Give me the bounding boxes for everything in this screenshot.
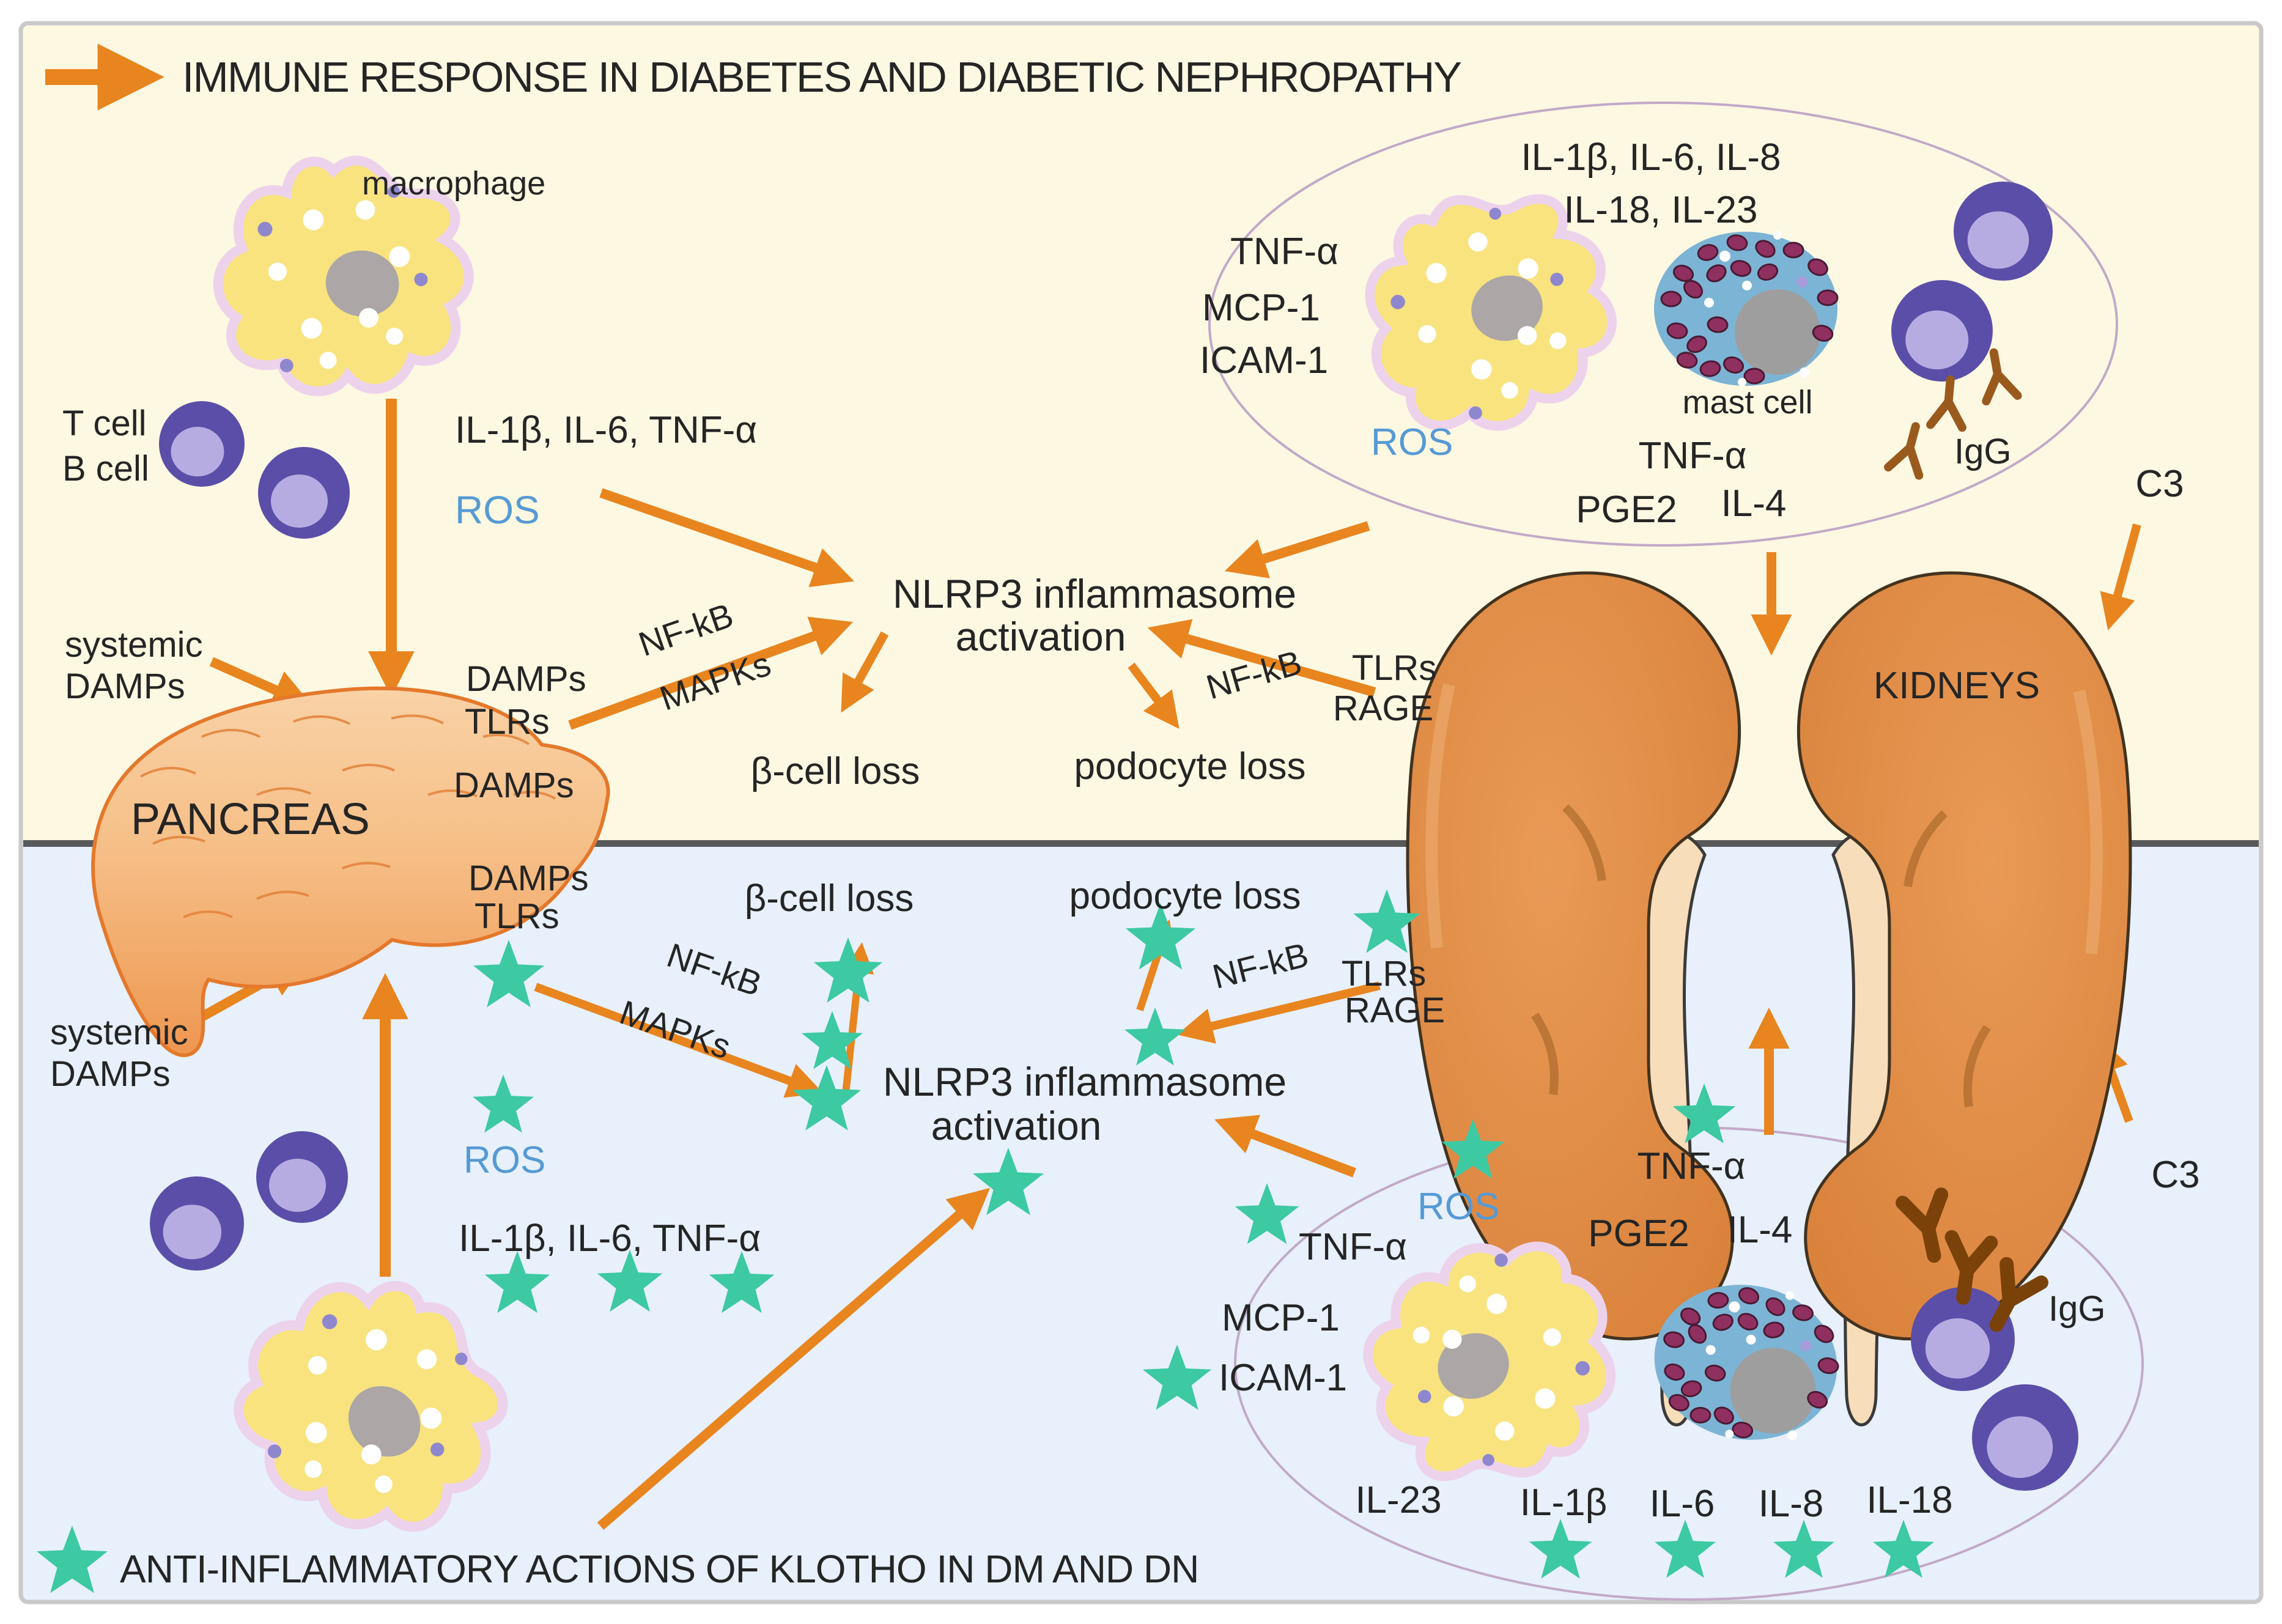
- damps-label: DAMPs: [466, 659, 586, 699]
- tlrs-label: TLRs: [1352, 648, 1437, 688]
- tlrs-label: TLRs: [1342, 954, 1427, 994]
- tnf-alpha-label: TNF-α: [1230, 231, 1339, 273]
- c3-label: C3: [2135, 463, 2184, 505]
- il18-label: IL-18: [1866, 1479, 1952, 1521]
- legend-text: ANTI-INFLAMMATORY ACTIONS OF KLOTHO IN D…: [120, 1547, 1198, 1591]
- arrow-ros-to-nlrp3: [599, 488, 855, 588]
- cytokines-label: IL-1β, IL-6, TNF-α: [459, 1217, 761, 1260]
- cytokines-label: IL-1β, IL-6, TNF-α: [455, 409, 757, 451]
- lymphocyte-cell: [159, 401, 245, 487]
- arrow-nlrp3-to-podocyte-loss: [1128, 662, 1180, 729]
- arrow-tlrs-rage-to-nlrp3-bottom: [1176, 981, 1381, 1044]
- icam1-label: ICAM-1: [1200, 339, 1328, 382]
- macrophage-label: macrophage: [362, 165, 545, 202]
- damps-on-pancreas-label: DAMPs: [454, 766, 574, 805]
- ros-label: ROS: [1371, 421, 1453, 463]
- figure-title: IMMUNE RESPONSE IN DIABETES AND DIABETIC…: [182, 53, 1461, 101]
- arrow-oval-to-nlrp3: [1224, 521, 1370, 578]
- arrow-ros-to-nlrp3-bottom: [597, 1187, 991, 1530]
- podocyte-loss-label: podocyte loss: [1069, 875, 1301, 917]
- igg-label: IgG: [1954, 432, 2012, 471]
- il4-label: IL-4: [1727, 1209, 1793, 1251]
- section-divider: [23, 840, 2259, 847]
- il23-label: IL-23: [1355, 1479, 1441, 1521]
- ros-label: ROS: [1417, 1186, 1499, 1228]
- ros-label: ROS: [455, 488, 540, 532]
- podocyte-loss-label: podocyte loss: [1074, 745, 1305, 788]
- lymphocyte-cell: [1972, 1384, 2078, 1491]
- upper-cell-cluster-oval: [1208, 102, 2118, 547]
- mcp1-label: MCP-1: [1202, 287, 1320, 329]
- kidneys-label: KIDNEYS: [1874, 665, 2040, 707]
- arrow-oval-to-nlrp3-bottom: [1214, 1115, 1356, 1178]
- il8-label: IL-8: [1759, 1483, 1824, 1525]
- pancreas-shape: [91, 686, 610, 1057]
- arrow-damps-tlrs-to-nlrp3-bottom: [534, 983, 824, 1098]
- interleukins-row2-label: IL-18, IL-23: [1564, 189, 1757, 231]
- igg-label: IgG: [2048, 1289, 2106, 1329]
- b-cell-label: B cell: [62, 449, 149, 489]
- ros-label: ROS: [463, 1139, 545, 1181]
- mast-cell-label: mast cell: [1682, 384, 1812, 421]
- il1b-label: IL-1β: [1520, 1482, 1608, 1524]
- systemic-damps-label-line2: DAMPs: [50, 1054, 171, 1094]
- arrow-layer: [45, 43, 2141, 1530]
- tlrs-label: TLRs: [474, 896, 559, 936]
- mcp1-label: MCP-1: [1222, 1297, 1340, 1339]
- lymphocyte-cell: [258, 447, 350, 539]
- pge2-label: PGE2: [1576, 489, 1677, 531]
- systemic-damps-label-line1: systemic: [50, 1013, 188, 1052]
- arrow-nlrp3-to-beta-cell-loss: [841, 631, 889, 713]
- damps-label: DAMPs: [468, 858, 589, 898]
- lymphocyte-cell: [1954, 182, 2053, 281]
- tnf-alpha-label: TNF-α: [1637, 1145, 1745, 1187]
- arrow-damps-tlrs-to-nlrp3: [568, 616, 853, 730]
- systemic-damps-label-line1: systemic: [65, 625, 203, 665]
- arrow-c3-to-kidney-top: [2100, 523, 2141, 631]
- systemic-damps-label-line2: DAMPs: [65, 666, 185, 706]
- nlrp3-label-line1: NLRP3 inflammasome: [893, 571, 1296, 616]
- arrow-tlrs-rage-to-nlrp3: [1147, 619, 1376, 697]
- lymphocyte-cell: [1891, 280, 1993, 382]
- il4-label: IL-4: [1721, 482, 1787, 525]
- icam1-label: ICAM-1: [1219, 1357, 1347, 1399]
- rage-label: RAGE: [1333, 688, 1433, 728]
- c3-label: C3: [2151, 1154, 2199, 1196]
- tlrs-label: TLRs: [465, 702, 550, 742]
- pancreas-label: PANCREAS: [131, 795, 370, 844]
- nlrp3-label-line1: NLRP3 inflammasome: [883, 1059, 1287, 1104]
- nlrp3-label-line2: activation: [931, 1103, 1102, 1148]
- beta-cell-loss-label: β-cell loss: [745, 877, 914, 920]
- interleukins-row1-label: IL-1β, IL-6, IL-8: [1521, 136, 1781, 179]
- mast-cell-upper: [1653, 230, 1839, 388]
- lymphocyte-cell: [256, 1131, 348, 1223]
- rage-label: RAGE: [1345, 991, 1445, 1030]
- figure-frame: [18, 21, 2264, 1604]
- t-cell-label: T cell: [62, 404, 147, 443]
- lymphocyte-cell: [150, 1176, 244, 1271]
- pge2-label: PGE2: [1588, 1212, 1689, 1255]
- arrow-systemic-damps-to-pancreas: [209, 657, 314, 709]
- il6-label: IL-6: [1650, 1483, 1715, 1525]
- beta-cell-loss-label: β-cell loss: [751, 750, 920, 792]
- nlrp3-label-line2: activation: [956, 614, 1126, 659]
- kidney-right: [1796, 571, 2132, 1341]
- tnf-alpha-label: TNF-α: [1638, 435, 1746, 477]
- tnf-alpha-label: TNF-α: [1299, 1226, 1407, 1268]
